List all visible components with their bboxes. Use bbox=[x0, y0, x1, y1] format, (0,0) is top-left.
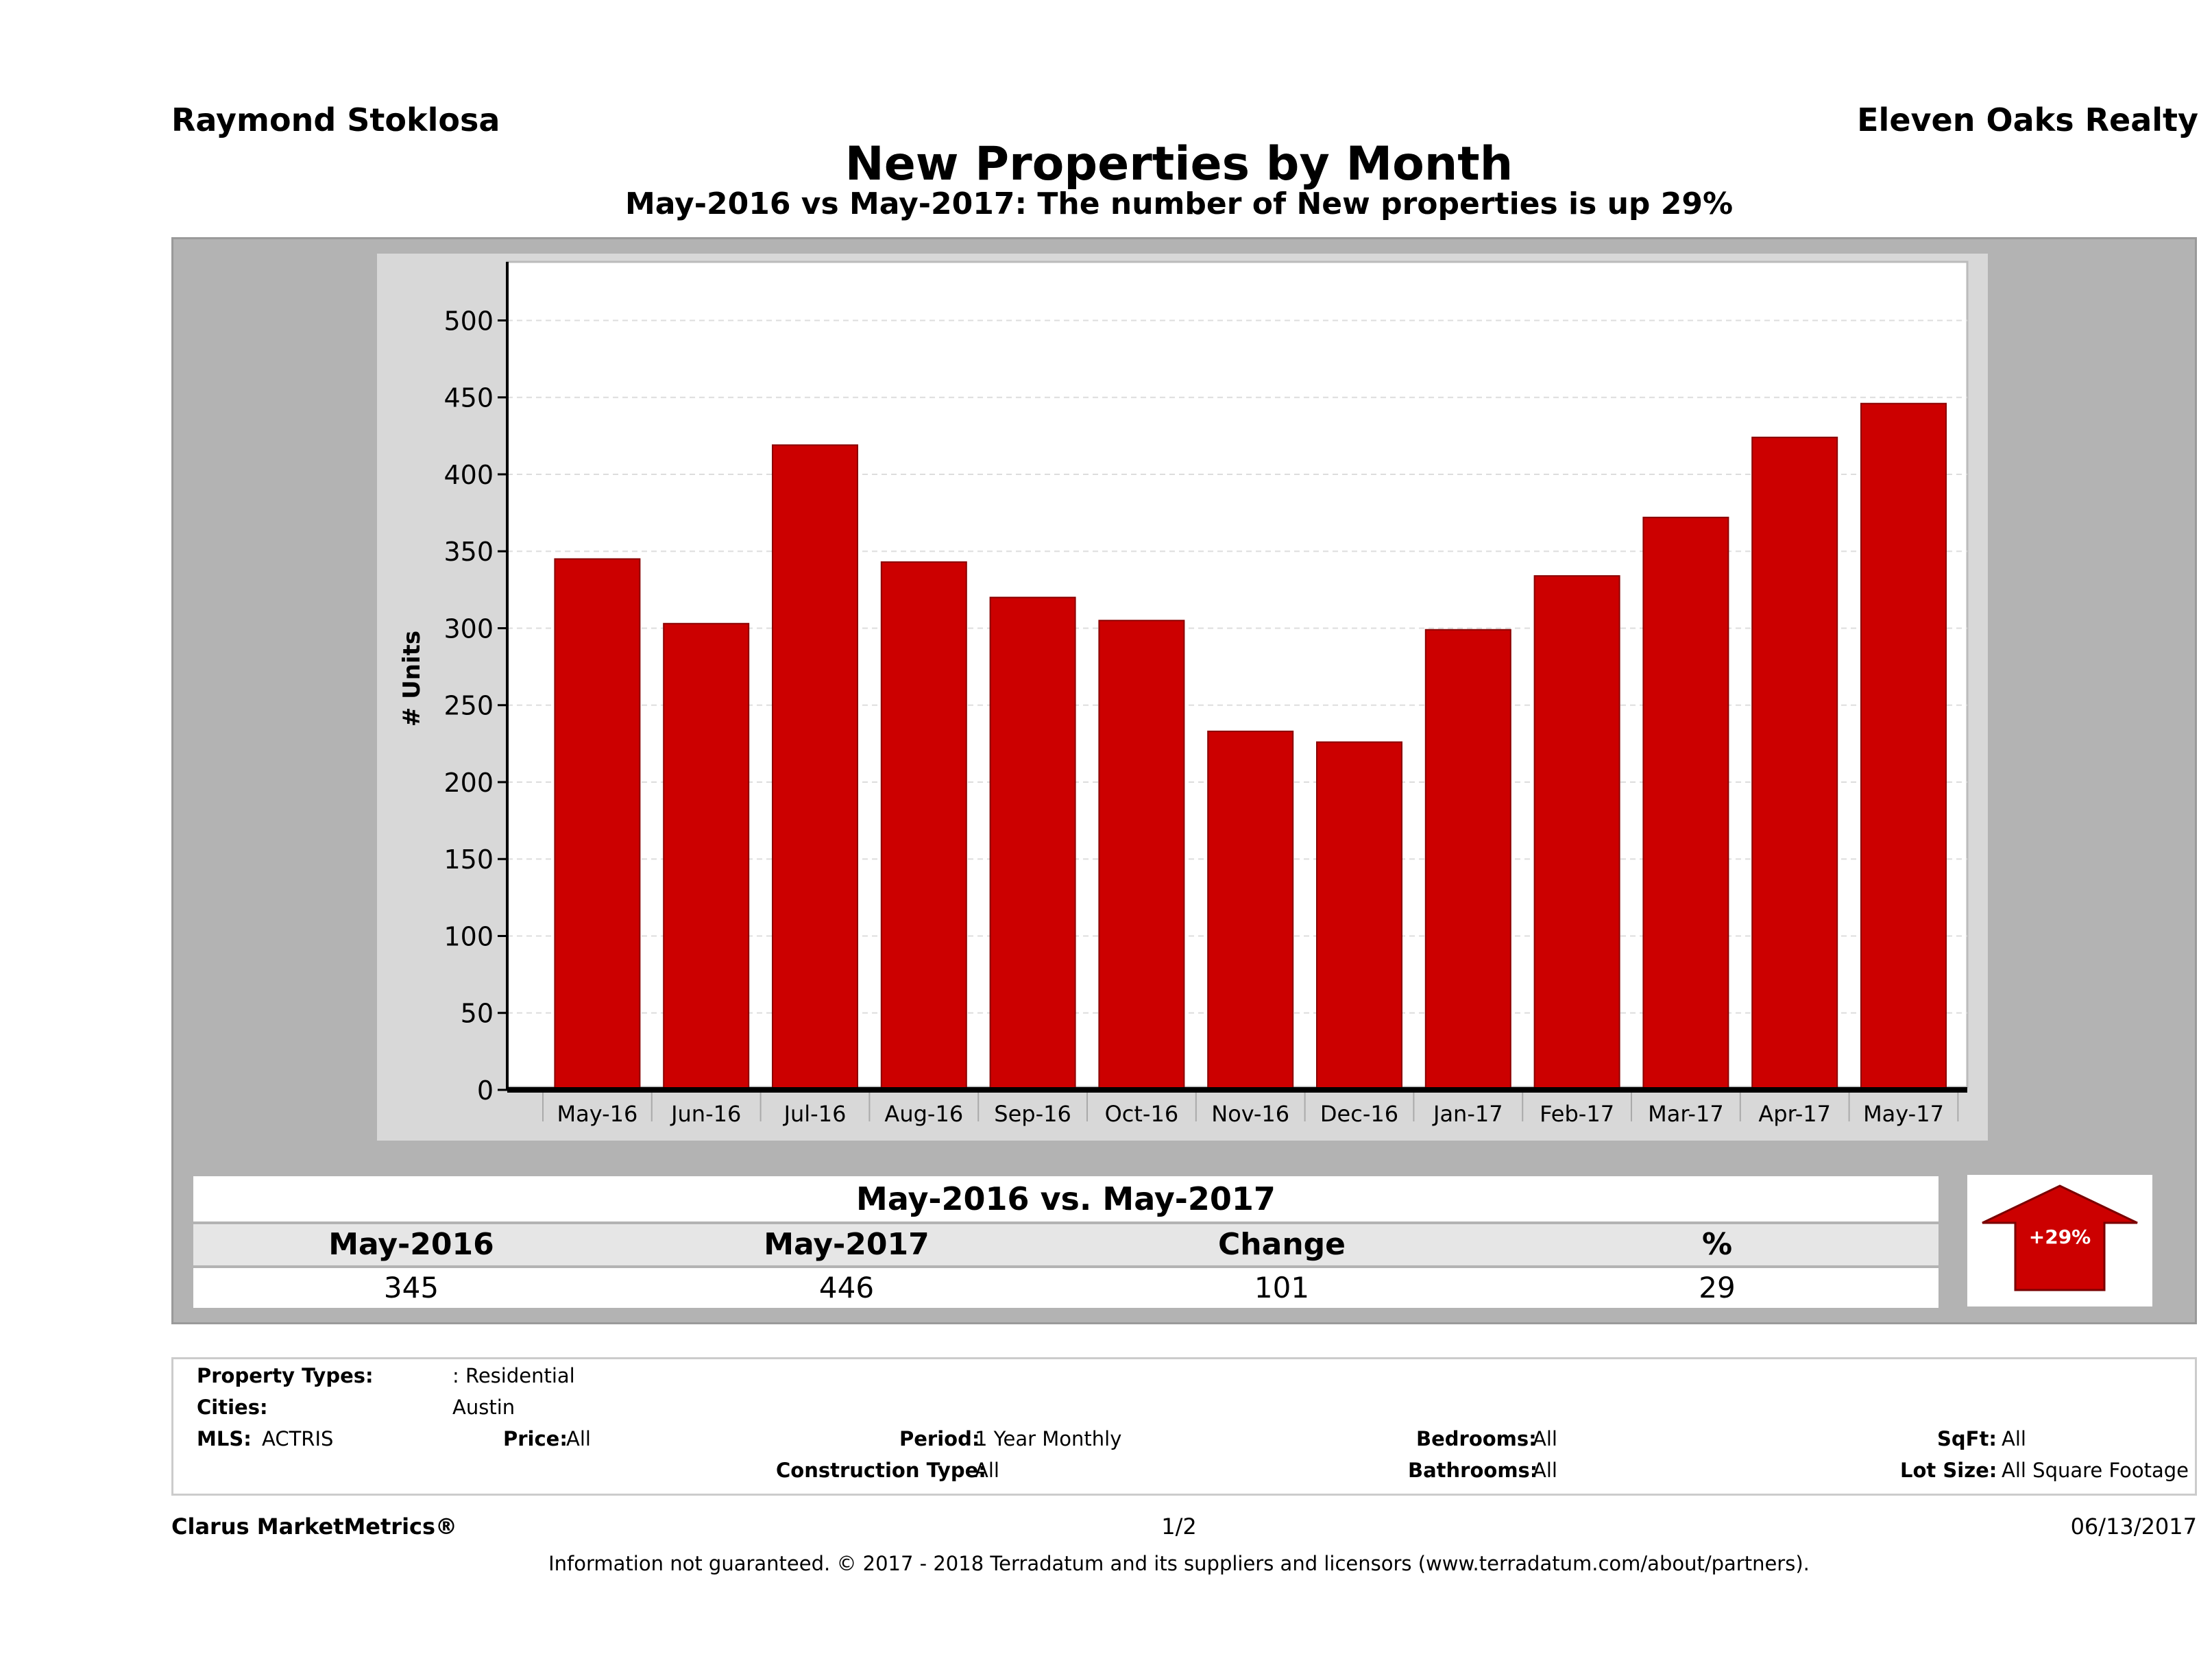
bar-may-17 bbox=[1860, 402, 1947, 1091]
bar-jul-16 bbox=[772, 444, 858, 1091]
filter-construction-value: All bbox=[975, 1459, 999, 1482]
x-tick-label: Jul-16 bbox=[783, 1101, 847, 1127]
summary-value-may-2016: 345 bbox=[383, 1271, 439, 1304]
x-tick-label: Jan-17 bbox=[1432, 1101, 1503, 1127]
filter-price-label: Price: bbox=[503, 1427, 568, 1450]
x-tick-label: Feb-17 bbox=[1540, 1101, 1614, 1127]
y-axis-label: # Units bbox=[398, 631, 426, 727]
summary-header-row bbox=[193, 1176, 1938, 1221]
y-tick-label: 450 bbox=[443, 383, 494, 413]
bar-oct-16 bbox=[1098, 620, 1185, 1091]
footer-disclaimer: Information not guaranteed. © 2017 - 201… bbox=[548, 1552, 1810, 1575]
bar-jan-17 bbox=[1424, 629, 1511, 1091]
summary-label-change: Change bbox=[1218, 1227, 1346, 1262]
y-tick-label: 150 bbox=[443, 844, 494, 875]
filter-bathrooms-value: All bbox=[1533, 1459, 1557, 1482]
y-tick-label: 500 bbox=[443, 306, 494, 336]
bar-dec-16 bbox=[1316, 741, 1402, 1091]
y-tick-label: 200 bbox=[443, 768, 494, 798]
page-subtitle: May-2016 vs May-2017: The number of New … bbox=[624, 186, 1734, 221]
x-tick-label: Aug-16 bbox=[884, 1101, 963, 1127]
filter-mls-label: MLS: bbox=[197, 1427, 252, 1450]
footer-page-number: 1/2 bbox=[1161, 1513, 1197, 1540]
bar-jun-16 bbox=[663, 622, 750, 1091]
bar-apr-17 bbox=[1751, 437, 1838, 1091]
summary-label-may-2017: May-2017 bbox=[764, 1227, 929, 1262]
filter-bathrooms-label: Bathrooms: bbox=[1408, 1459, 1538, 1482]
filter-period-label: Period: bbox=[899, 1427, 980, 1450]
filter-price-value: All bbox=[566, 1427, 591, 1450]
y-tick-label: 350 bbox=[443, 537, 494, 567]
filters-panel bbox=[171, 1357, 2197, 1496]
x-tick-label: Dec-16 bbox=[1320, 1101, 1398, 1127]
filter-bedrooms-label: Bedrooms: bbox=[1416, 1427, 1537, 1450]
y-tick-label: 400 bbox=[443, 460, 494, 490]
y-tick-label: 300 bbox=[443, 613, 494, 644]
filter-construction-label: Construction Type: bbox=[776, 1459, 986, 1482]
x-tick-label: Jun-16 bbox=[670, 1101, 741, 1127]
summary-value-change: 101 bbox=[1254, 1271, 1310, 1304]
filter-sqft-value: All bbox=[2002, 1427, 2026, 1450]
bar-may-16 bbox=[554, 558, 641, 1091]
filter-cities-label: Cities: bbox=[197, 1396, 268, 1419]
summary-value-may-2017: 446 bbox=[818, 1271, 875, 1304]
x-tick-label: May-16 bbox=[557, 1101, 637, 1127]
bar-feb-17 bbox=[1533, 575, 1620, 1091]
summary-value-row bbox=[193, 1268, 1938, 1308]
agent-name: Raymond Stoklosa bbox=[171, 101, 500, 138]
bar-sep-16 bbox=[989, 596, 1076, 1091]
filter-lot-size-label: Lot Size: bbox=[1900, 1459, 1997, 1482]
y-tick-label: 50 bbox=[461, 999, 494, 1029]
bar-nov-16 bbox=[1207, 730, 1294, 1091]
filter-lot-size-value: All Square Footage bbox=[2002, 1459, 2189, 1482]
y-tick-label: 250 bbox=[443, 691, 494, 721]
y-tick-label: 100 bbox=[443, 921, 494, 951]
summary-label-may-2016: May-2016 bbox=[328, 1227, 494, 1262]
brokerage-name: Eleven Oaks Realty bbox=[1857, 101, 2198, 138]
filter-mls-value: ACTRIS bbox=[262, 1427, 334, 1450]
change-badge: +29% bbox=[1967, 1175, 2152, 1306]
footer-date: 06/13/2017 bbox=[2070, 1513, 2197, 1540]
filter-property-types-label: Property Types: bbox=[197, 1364, 374, 1387]
change-badge-text: +29% bbox=[2029, 1226, 2091, 1248]
filter-cities-value: Austin bbox=[452, 1396, 515, 1419]
summary-label-percent: % bbox=[1701, 1227, 1733, 1262]
bar-mar-17 bbox=[1642, 516, 1729, 1091]
page-title: New Properties by Month bbox=[844, 137, 1514, 191]
filter-property-types-value: : Residential bbox=[452, 1364, 575, 1387]
x-tick-label: May-17 bbox=[1863, 1101, 1944, 1127]
x-tick-label: Sep-16 bbox=[994, 1101, 1071, 1127]
summary-label-row bbox=[193, 1224, 1938, 1265]
bar-aug-16 bbox=[880, 561, 967, 1091]
x-tick-label: Oct-16 bbox=[1105, 1101, 1179, 1127]
summary-title: May-2016 vs. May-2017 bbox=[856, 1180, 1276, 1217]
x-tick-label: Mar-17 bbox=[1648, 1101, 1724, 1127]
filter-sqft-label: SqFt: bbox=[1937, 1427, 1997, 1450]
x-tick-label: Nov-16 bbox=[1211, 1101, 1289, 1127]
filter-period-value: 1 Year Monthly bbox=[975, 1427, 1122, 1450]
y-tick-label: 0 bbox=[477, 1075, 494, 1106]
x-tick-label: Apr-17 bbox=[1758, 1101, 1831, 1127]
bar-chart: 0 50 100 150 200 250 300 350 400 450 500 May-16 Jun… bbox=[398, 260, 1969, 1127]
filter-bedrooms-value: All bbox=[1533, 1427, 1557, 1450]
up-arrow-icon: +29% bbox=[1982, 1184, 2138, 1291]
summary-value-percent: 29 bbox=[1699, 1271, 1736, 1304]
footer-product: Clarus MarketMetrics® bbox=[171, 1513, 458, 1540]
